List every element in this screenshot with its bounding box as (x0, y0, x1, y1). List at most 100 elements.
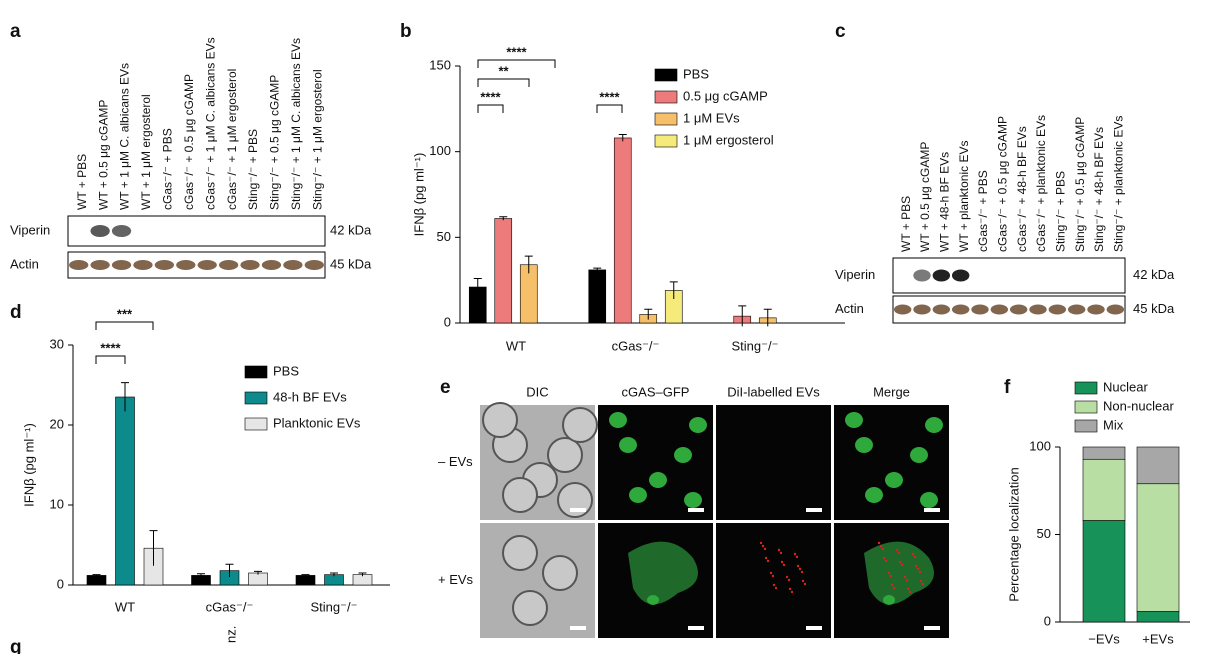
error-bar (92, 574, 101, 577)
scale-bar (924, 626, 940, 630)
lane-label: WT + 1 μM ergosterol (139, 94, 153, 210)
nucleus (619, 437, 637, 453)
blot-size-label: 42 kDa (1133, 267, 1175, 282)
blot-band (133, 260, 153, 270)
bar-segment (1136, 611, 1180, 623)
legend-label: Planktonic EVs (273, 415, 361, 430)
nucleus (689, 417, 707, 433)
ev-dot (800, 570, 804, 574)
blot-band (69, 260, 89, 270)
y-tick-label: 30 (50, 336, 64, 351)
lane-label: WT + 48-h BF EVs (938, 152, 952, 252)
ev-dot (803, 582, 807, 586)
cell-outline (482, 402, 518, 438)
lane-label: cGas⁻/⁻ + PBS (161, 128, 175, 210)
blot-band (971, 304, 989, 315)
blot-row-label: Actin (835, 301, 864, 316)
ev-dot (795, 555, 799, 559)
ev-dot (913, 555, 917, 559)
legend-label: PBS (273, 363, 299, 378)
ev-dot (903, 575, 907, 579)
y-axis-label: Percentage localization (1006, 467, 1021, 601)
fragment-text: nz. (223, 626, 238, 643)
legend-label: Nuclear (1103, 379, 1148, 394)
ev-dot (908, 590, 912, 594)
error-bar (499, 216, 508, 221)
bar-segment (1082, 520, 1126, 623)
significance-label: **** (480, 89, 501, 104)
bar-segment (1136, 446, 1180, 485)
image-column-label: Merge (873, 384, 910, 399)
cell-outline (542, 555, 578, 591)
bar (295, 575, 316, 586)
panel-letter: b (400, 21, 412, 42)
ev-dot (914, 564, 918, 568)
scale-bar (924, 508, 940, 512)
legend-swatch (1074, 381, 1098, 395)
lane-label: Sting⁻/⁻ + planktonic EVs (1112, 116, 1126, 252)
blot-band (1009, 304, 1028, 315)
ev-dot (761, 544, 765, 548)
ev-dot (881, 547, 885, 551)
ev-dot (898, 560, 902, 564)
blot-band (90, 260, 110, 270)
nucleus (649, 472, 667, 488)
blot-band (990, 304, 1009, 315)
lane-label: WT + PBS (899, 196, 913, 252)
ev-dot (766, 559, 770, 563)
ev-dot (882, 556, 886, 560)
ev-dot (782, 563, 786, 567)
lane-label: WT + 1 μM C. albicans EVs (118, 63, 132, 210)
y-tick-label: 20 (50, 416, 64, 431)
bar (86, 575, 107, 586)
lane-label: WT + 0.5 μg cGAMP (918, 142, 932, 252)
bar (519, 264, 538, 324)
bar-segment (1082, 458, 1126, 521)
nucleus (647, 595, 659, 605)
error-bar (593, 267, 602, 272)
significance-label: **** (506, 44, 527, 59)
nucleus (865, 487, 883, 503)
ev-dot (801, 579, 805, 583)
y-tick-label: 50 (437, 229, 451, 244)
nucleus (609, 412, 627, 428)
ev-dot (771, 574, 775, 578)
lane-label: Sting⁻/⁻ + 1 μM C. albicans EVs (289, 38, 303, 210)
blot-band (304, 260, 324, 270)
ev-dot (779, 551, 783, 555)
panel-letter: f (1004, 377, 1011, 398)
blot-row-label: Viperin (835, 267, 875, 282)
ev-dot (911, 552, 915, 556)
blot-band (218, 260, 239, 270)
x-tick-label: Sting⁻/⁻ (311, 599, 358, 614)
error-bar (524, 255, 533, 274)
scale-bar (688, 508, 704, 512)
panel-letter: e (440, 377, 451, 398)
blot-band (893, 304, 912, 315)
bar (613, 137, 632, 324)
x-tick-label: WT (506, 338, 526, 353)
ev-dot (769, 571, 773, 575)
ev-dot (919, 579, 923, 583)
lane-label: cGas⁻/⁻ + PBS (976, 170, 990, 252)
bar-segment (1136, 483, 1180, 612)
ev-dot (916, 567, 920, 571)
ev-dot (895, 548, 899, 552)
error-bar (254, 570, 262, 575)
lane-label: cGas⁻/⁻ + 1 μM ergosterol (225, 69, 239, 210)
blot-band (913, 269, 931, 282)
lane-label: Sting⁻/⁻ + PBS (1054, 171, 1068, 252)
ev-dot (887, 571, 891, 575)
lane-label: Sting⁻/⁻ + PBS (246, 129, 260, 210)
lane-label: Sting⁻/⁻ + 1 μM ergosterol (310, 69, 324, 210)
panel-letter: c (835, 21, 846, 42)
ev-dot (796, 564, 800, 568)
y-tick-label: 50 (1037, 526, 1051, 541)
significance-bracket (596, 104, 623, 113)
legend-swatch (244, 417, 268, 431)
legend-swatch (244, 365, 268, 379)
ev-dot (877, 541, 881, 545)
nucleus (885, 472, 903, 488)
lane-label: Sting⁻/⁻ + 48-h BF EVs (1092, 127, 1106, 252)
lane-label: cGas⁻/⁻ + 1 μM C. albicans EVs (203, 37, 217, 210)
